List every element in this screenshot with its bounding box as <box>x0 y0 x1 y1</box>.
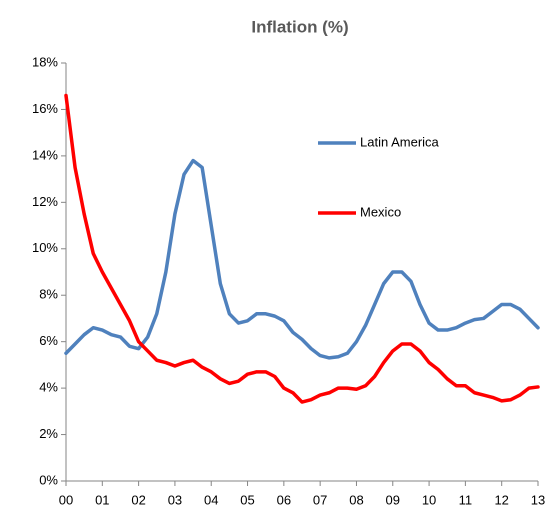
y-tick-label: 2% <box>39 426 58 441</box>
series-line <box>64 158 540 360</box>
x-tick-label: 01 <box>95 492 109 507</box>
y-tick-label: 4% <box>39 380 58 395</box>
series-line <box>64 93 540 404</box>
y-tick-label: 18% <box>32 54 58 69</box>
x-tick-label: 12 <box>494 492 508 507</box>
x-tick-label: 13 <box>531 492 545 507</box>
y-tick-label: 16% <box>32 101 58 116</box>
x-tick-label: 03 <box>168 492 182 507</box>
legend-label: Latin America <box>360 134 440 149</box>
legend-label: Mexico <box>360 204 401 219</box>
x-tick-label: 04 <box>204 492 218 507</box>
x-tick-label: 07 <box>313 492 327 507</box>
x-tick-label: 02 <box>131 492 145 507</box>
x-tick-label: 06 <box>277 492 291 507</box>
x-tick-label: 08 <box>349 492 363 507</box>
chart-title: Inflation (%) <box>251 17 348 36</box>
y-tick-label: 6% <box>39 333 58 348</box>
x-tick-label: 11 <box>459 492 473 507</box>
x-tick-label: 05 <box>240 492 254 507</box>
y-tick-label: 10% <box>32 240 58 255</box>
x-tick-label: 10 <box>422 492 436 507</box>
y-tick-label: 12% <box>32 194 58 209</box>
x-tick-label: 00 <box>59 492 73 507</box>
y-tick-label: 14% <box>32 147 58 162</box>
y-tick-label: 8% <box>39 287 58 302</box>
y-tick-label: 0% <box>39 472 58 487</box>
x-tick-label: 09 <box>386 492 400 507</box>
